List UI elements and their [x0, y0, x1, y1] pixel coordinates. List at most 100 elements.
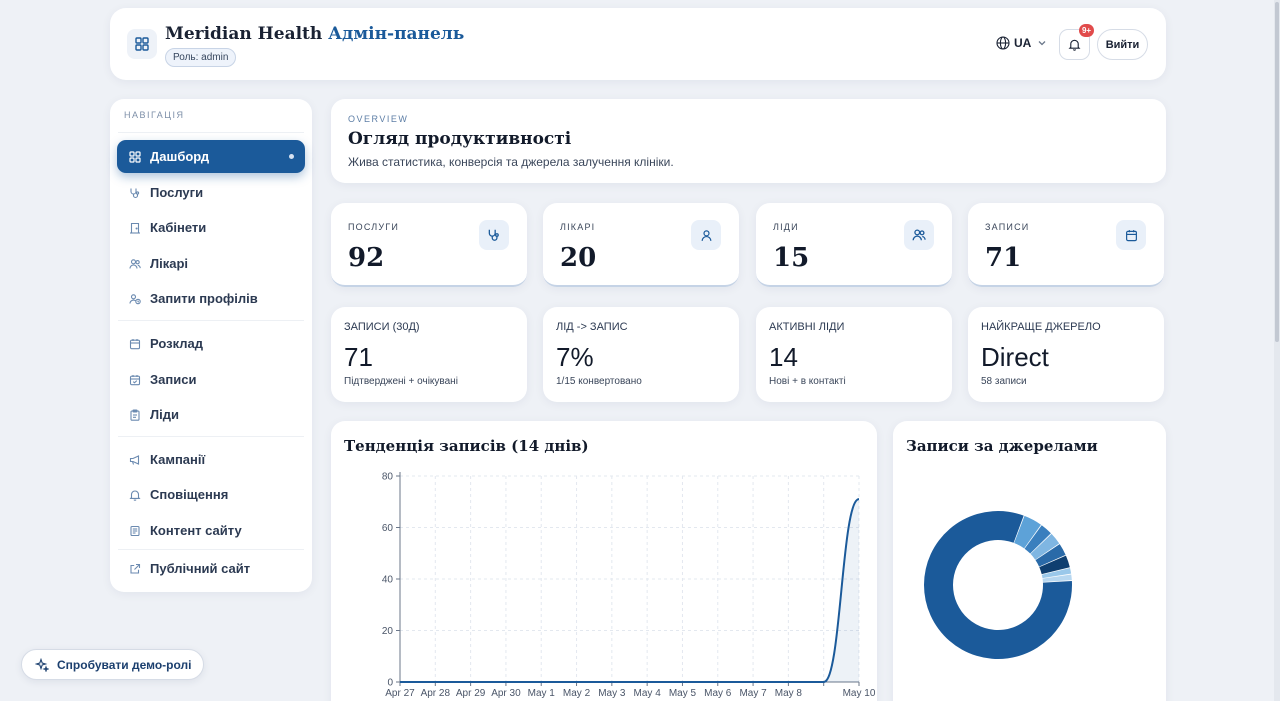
sidebar-item-label: Кабінети	[150, 220, 207, 235]
sidebar-item-label: Контент сайту	[150, 523, 242, 538]
y-tick-label: 0	[387, 678, 393, 689]
sidebar-item-campaigns[interactable]: Кампанії	[117, 443, 305, 476]
stat-subtext: 1/15 конвертовано	[556, 376, 642, 387]
stat-card-lead-conversion: ЛІД -> ЗАПИС 7% 1/15 конвертовано	[543, 307, 739, 402]
sidebar-item-rooms[interactable]: Кабінети	[117, 211, 305, 244]
y-tick-label: 20	[382, 626, 394, 637]
sidebar-item-appointments[interactable]: Записи	[117, 363, 305, 396]
grid-icon	[129, 150, 141, 163]
kpi-card-doctors: ЛІКАРІ 20	[543, 203, 739, 287]
kpi-value: 20	[560, 243, 597, 273]
x-tick-label: Apr 28	[421, 688, 451, 699]
sidebar-item-leads[interactable]: Ліди	[117, 398, 305, 431]
area-fill	[400, 499, 859, 682]
grid-icon	[127, 29, 157, 59]
active-indicator	[289, 154, 294, 159]
sidebar-item-label: Дашборд	[150, 149, 210, 164]
stat-label: АКТИВНІ ЛІДИ	[769, 321, 845, 333]
stat-label: ЛІД -> ЗАПИС	[556, 321, 628, 333]
notifications-button[interactable]: 9+	[1059, 24, 1094, 60]
stethoscope-icon	[479, 220, 509, 250]
donut-slice[interactable]	[1042, 574, 1072, 583]
sidebar-item-services[interactable]: Послуги	[117, 176, 305, 209]
bell-icon	[129, 489, 141, 501]
donut-slice[interactable]	[1030, 533, 1060, 560]
nav-caption: НАВІГАЦІЯ	[124, 110, 185, 120]
stat-value: 14	[769, 342, 798, 372]
sidebar-item-profile-requests[interactable]: Запити профілів	[117, 282, 305, 315]
donut-slice[interactable]	[1041, 568, 1072, 579]
sidebar-item-label: Розклад	[150, 336, 203, 351]
top-header: Meridian Health Адмін-панель Роль: admin…	[110, 8, 1166, 80]
kpi-value: 92	[348, 243, 385, 273]
y-tick-label: 60	[382, 523, 394, 534]
y-tick-label: 80	[382, 472, 394, 483]
sidebar-item-label: Запити профілів	[150, 291, 258, 306]
stat-subtext: Нові + в контакті	[769, 376, 846, 387]
sidebar-item-label: Кампанії	[150, 452, 206, 467]
donut-slice[interactable]	[924, 511, 1072, 659]
sources-donut-chart	[924, 511, 1072, 659]
language-label: UA	[1014, 36, 1032, 50]
divider	[118, 132, 304, 133]
kpi-label: ЛІКАРІ	[560, 222, 596, 232]
clipboard-icon	[129, 408, 141, 421]
demo-roles-button[interactable]: Спробувати демо-ролі	[21, 649, 204, 680]
x-tick-label: Apr 29	[456, 688, 486, 699]
door-icon	[129, 222, 141, 234]
globe-icon	[996, 36, 1010, 50]
divider	[118, 549, 304, 550]
donut-slice[interactable]	[1014, 515, 1041, 549]
x-tick-label: May 2	[563, 688, 591, 699]
logout-button[interactable]: Вийти	[1097, 29, 1148, 60]
role-badge: Роль: admin	[165, 48, 237, 67]
kpi-card-services: ПОСЛУГИ 92	[331, 203, 527, 287]
sidebar-item-label: Публічний сайт	[150, 561, 251, 576]
brand-accent: Адмін-панель	[328, 24, 465, 44]
document-icon	[129, 525, 141, 537]
donut-slice[interactable]	[1039, 555, 1070, 575]
sidebar-item-label: Сповіщення	[150, 487, 229, 502]
brand-title: Meridian Health Адмін-панель	[165, 24, 464, 44]
overview-eyebrow: OVERVIEW	[348, 114, 409, 124]
scrollbar[interactable]	[1274, 0, 1280, 701]
sidebar-item-schedule[interactable]: Розклад	[117, 327, 305, 360]
sidebar-item-label: Лікарі	[150, 256, 189, 271]
stat-card-appointments-30d: ЗАПИСИ (30Д) 71 Підтверджені + очікувані	[331, 307, 527, 402]
donut-slice[interactable]	[1024, 525, 1051, 554]
calendar-icon	[1116, 220, 1146, 250]
trend-chart: 0 20 40 60 80 Apr 27 Apr 28 Apr 29 Apr 30 May 1 Ma…	[382, 472, 876, 700]
stat-subtext: 58 записи	[981, 376, 1027, 387]
megaphone-icon	[129, 454, 141, 466]
calendar-icon	[129, 338, 141, 350]
sidebar-item-dashboard[interactable]: Дашборд	[117, 140, 305, 173]
stat-card-best-source: НАЙКРАЩЕ ДЖЕРЕЛО Direct 58 записи	[968, 307, 1164, 402]
user-clock-icon	[129, 293, 141, 305]
users-icon	[129, 258, 141, 270]
kpi-label: ЛІДИ	[773, 222, 799, 232]
donut-slice[interactable]	[1035, 544, 1066, 567]
x-tick-label: May 10	[843, 688, 876, 699]
users-icon	[904, 220, 934, 250]
stat-value: 7%	[556, 342, 594, 372]
language-selector[interactable]: UA	[996, 36, 1047, 50]
x-tick-label: May 6	[704, 688, 732, 699]
stat-label: НАЙКРАЩЕ ДЖЕРЕЛО	[981, 321, 1101, 333]
calendar-check-icon	[129, 374, 141, 386]
chart-title: Тенденція записів (14 днів)	[344, 437, 589, 455]
sidebar-item-doctors[interactable]: Лікарі	[117, 247, 305, 280]
sidebar-item-public-site[interactable]: Публічний сайт	[117, 552, 305, 585]
sidebar-item-label: Записи	[150, 372, 197, 387]
kpi-card-appointments: ЗАПИСИ 71	[968, 203, 1164, 287]
page-title: Огляд продуктивності	[348, 129, 572, 149]
sidebar-item-label: Послуги	[150, 185, 204, 200]
sidebar-item-notifications[interactable]: Сповіщення	[117, 478, 305, 511]
stat-label: ЗАПИСИ (30Д)	[344, 321, 420, 333]
chart-title: Записи за джерелами	[906, 437, 1098, 455]
sidebar-item-site-content[interactable]: Контент сайту	[117, 514, 305, 547]
sidebar: НАВІГАЦІЯ Дашборд Послуги Кабінети Лікар…	[110, 99, 312, 592]
x-tick-label: May 8	[775, 688, 803, 699]
scrollbar-thumb[interactable]	[1275, 2, 1279, 342]
sidebar-item-label: Ліди	[150, 407, 179, 422]
kpi-label: ПОСЛУГИ	[348, 222, 400, 232]
